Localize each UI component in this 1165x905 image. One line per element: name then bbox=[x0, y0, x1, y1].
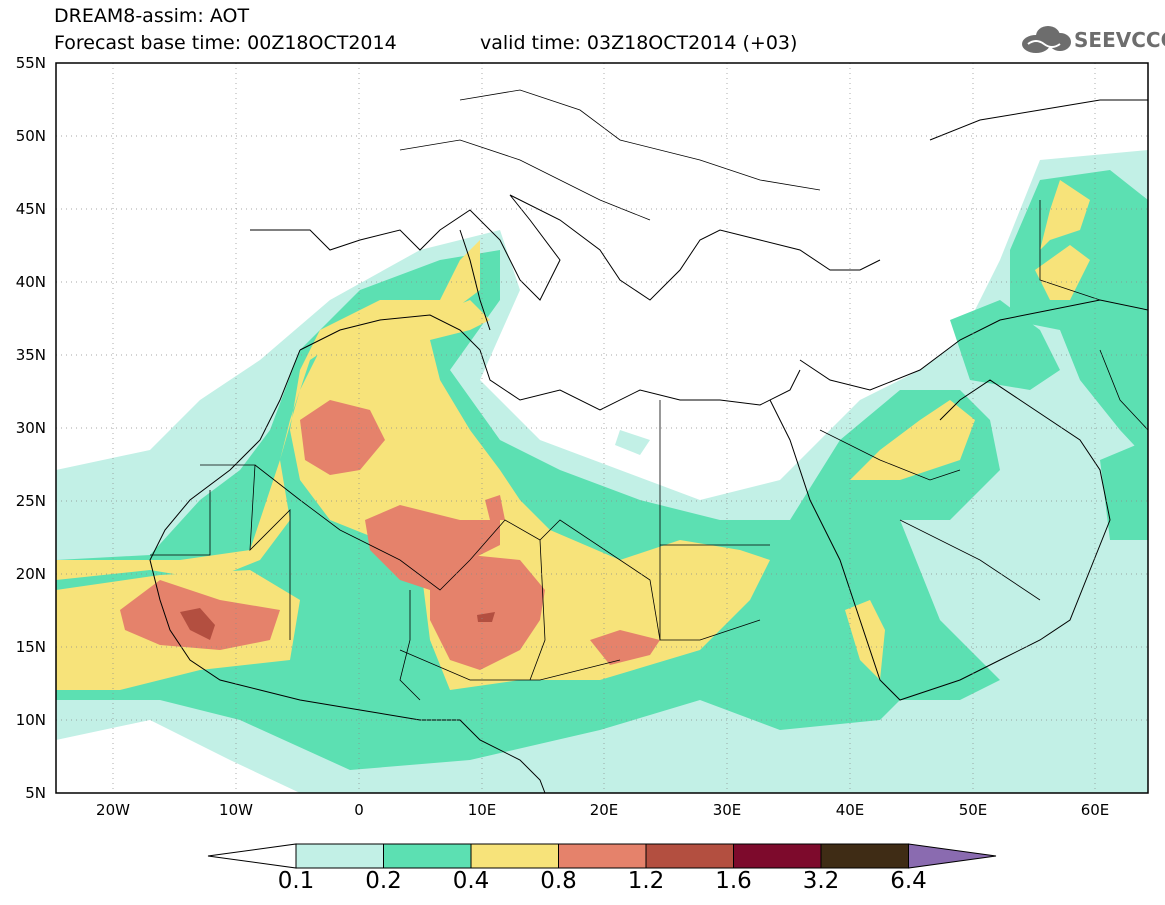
colorbar-swatch bbox=[295, 843, 384, 869]
lat-tick-label: 5N bbox=[25, 784, 46, 802]
colorbar-swatch bbox=[645, 843, 734, 869]
colorbar-label: 0.8 bbox=[540, 868, 577, 894]
colorbar-label: 1.2 bbox=[627, 868, 665, 894]
colorbar-label: 0.4 bbox=[452, 868, 490, 894]
map-title: DREAM8-assim: AOT bbox=[54, 5, 250, 27]
lat-tick-label: 45N bbox=[16, 200, 46, 218]
colorbar-label: 0.1 bbox=[277, 868, 315, 894]
lat-tick-label: 30N bbox=[16, 419, 46, 437]
colorbar bbox=[207, 843, 997, 869]
lat-tick-label: 10N bbox=[16, 711, 46, 729]
colorbar-label: 0.2 bbox=[365, 868, 402, 894]
aot-band-1.2-1.6 bbox=[180, 608, 495, 640]
lon-tick-label: 10W bbox=[219, 801, 253, 819]
lon-tick-label: 40E bbox=[836, 801, 865, 819]
aot-band-0.8-1.2 bbox=[120, 400, 660, 670]
colorbar-below-arrow bbox=[207, 843, 297, 869]
colorbar-swatch bbox=[558, 843, 647, 869]
colorbar-label: 6.4 bbox=[890, 868, 927, 894]
lon-axis: 20W 10W 0 10E 20E 30E 40E 50E 60E bbox=[96, 801, 1109, 819]
colorbar-above-arrow bbox=[908, 843, 997, 869]
lat-tick-label: 40N bbox=[16, 273, 46, 291]
lon-tick-label: 30E bbox=[713, 801, 742, 819]
lon-tick-label: 50E bbox=[959, 801, 988, 819]
lat-tick-label: 50N bbox=[16, 127, 46, 145]
country-borders bbox=[150, 89, 1148, 701]
lon-tick-label: 20E bbox=[590, 801, 619, 819]
valid-time: valid time: 03Z18OCT2014 (+03) bbox=[480, 32, 798, 54]
aot-shading bbox=[56, 150, 1148, 793]
lat-tick-label: 25N bbox=[16, 492, 46, 510]
lon-tick-label: 0 bbox=[354, 801, 364, 819]
map-frame bbox=[55, 62, 1149, 794]
colorbar-label: 3.2 bbox=[802, 868, 840, 894]
lat-axis: 55N 50N 45N 40N 35N 30N 25N 20N 15N 10N … bbox=[16, 54, 46, 802]
coastlines bbox=[149, 99, 1148, 793]
colorbar-labels: 0.1 0.2 0.4 0.8 1.2 1.6 3.2 6.4 bbox=[0, 868, 1165, 898]
colorbar-swatch bbox=[733, 843, 822, 869]
cloud-icon bbox=[1022, 26, 1071, 53]
lon-tick-label: 10E bbox=[468, 801, 497, 819]
colorbar-label: 1.6 bbox=[715, 868, 752, 894]
lat-tick-label: 20N bbox=[16, 565, 46, 583]
lon-tick-label: 60E bbox=[1081, 801, 1110, 819]
colorbar-swatch bbox=[383, 843, 472, 869]
colorbar-swatch bbox=[470, 843, 559, 869]
lat-tick-label: 15N bbox=[16, 638, 46, 656]
lat-tick-label: 55N bbox=[16, 54, 46, 72]
lat-tick-label: 35N bbox=[16, 346, 46, 364]
colorbar-swatch bbox=[820, 843, 909, 869]
seevccc-logo-text: SEEVCCC bbox=[1074, 28, 1165, 52]
lon-tick-label: 20W bbox=[96, 801, 130, 819]
graticule bbox=[56, 63, 1148, 793]
forecast-base-time: Forecast base time: 00Z18OCT2014 bbox=[54, 32, 397, 54]
